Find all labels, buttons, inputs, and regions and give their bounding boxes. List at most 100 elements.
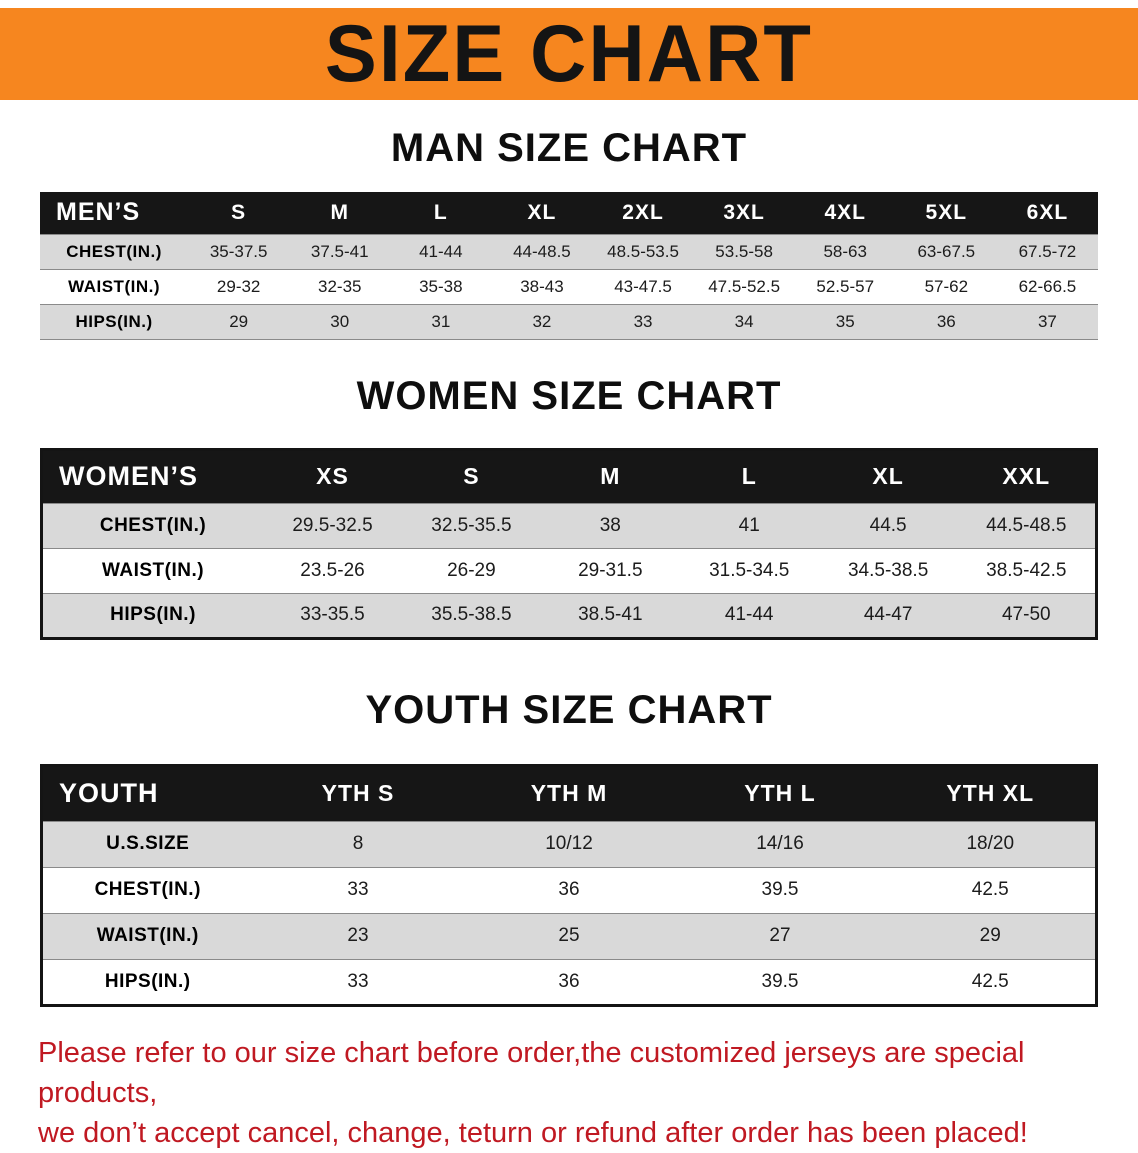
size-column-header: XL	[818, 449, 958, 503]
measurement-row: HIPS(IN.) 33-35.5 35.5-38.5 38.5-41 41-44 44-…	[41, 592, 1097, 638]
size-value-cell: 41-44	[390, 233, 492, 269]
women-section-heading: WOMEN SIZE CHART	[356, 373, 782, 418]
size-column-header: YTH L	[674, 765, 886, 821]
women-size-table: WOMEN’S XS S M L XL XXL CHEST(IN.) 29.5-32.5 32.5…	[40, 447, 1098, 640]
size-column-header: S	[401, 449, 541, 503]
size-value-cell: 38.5-41	[540, 592, 680, 638]
size-value-cell: 38	[540, 502, 680, 548]
size-value-cell: 29-32	[188, 268, 290, 304]
size-value-cell: 41-44	[679, 592, 819, 638]
size-value-cell: 31.5-34.5	[679, 547, 819, 593]
table-title-cell: WOMEN’S	[41, 449, 264, 503]
size-value-cell: 32.5-35.5	[401, 502, 541, 548]
size-column-header: YTH XL	[885, 765, 1097, 821]
measurement-label: U.S.SIZE	[41, 820, 253, 867]
size-column-header: M	[289, 192, 391, 234]
youth-section: YOUTH SIZE CHART YOUTH YTH S YTH M YTH L YTH…	[0, 688, 1138, 1007]
size-value-cell: 44.5	[818, 502, 958, 548]
size-value-cell: 36	[895, 303, 997, 339]
size-value-cell: 26-29	[401, 547, 541, 593]
size-value-cell: 57-62	[895, 268, 997, 304]
size-column-header: L	[390, 192, 492, 234]
measurement-row: CHEST(IN.) 35-37.5 37.5-41 41-44 44-48.5 48.5…	[40, 233, 1098, 269]
size-value-cell: 18/20	[885, 820, 1097, 867]
size-column-header: YTH M	[463, 765, 675, 821]
size-column-header: XL	[491, 192, 593, 234]
measurement-label: WAIST(IN.)	[41, 547, 264, 593]
size-value-cell: 14/16	[674, 820, 886, 867]
size-value-cell: 36	[463, 866, 675, 913]
size-value-cell: 35-37.5	[188, 233, 290, 269]
size-value-cell: 42.5	[885, 866, 1097, 913]
size-value-cell: 63-67.5	[895, 233, 997, 269]
size-value-cell: 43-47.5	[592, 268, 694, 304]
table-title-cell: MEN’S	[40, 192, 189, 234]
size-value-cell: 39.5	[674, 866, 886, 913]
size-value-cell: 29	[188, 303, 290, 339]
size-value-cell: 39.5	[674, 958, 886, 1005]
size-value-cell: 67.5-72	[996, 233, 1098, 269]
measurement-label: WAIST(IN.)	[40, 268, 189, 304]
youth-size-table: YOUTH YTH S YTH M YTH L YTH XL U.S.SIZE 8 10/12…	[40, 763, 1098, 1007]
size-value-cell: 44.5-48.5	[957, 502, 1097, 548]
measurement-label: HIPS(IN.)	[41, 958, 253, 1005]
size-value-cell: 23	[252, 912, 464, 959]
measurement-label: CHEST(IN.)	[41, 502, 264, 548]
men-section: MAN SIZE CHART MEN’S S M L XL 2XL 3XL 4XL 5XL 6XL…	[0, 126, 1138, 340]
size-value-cell: 37.5-41	[289, 233, 391, 269]
size-value-cell: 32	[491, 303, 593, 339]
size-value-cell: 25	[463, 912, 675, 959]
size-column-header: 3XL	[693, 192, 795, 234]
size-value-cell: 30	[289, 303, 391, 339]
size-value-cell: 33	[252, 958, 464, 1005]
size-value-cell: 38.5-42.5	[957, 547, 1097, 593]
measurement-row: HIPS(IN.) 33 36 39.5 42.5	[41, 958, 1097, 1005]
size-value-cell: 29.5-32.5	[263, 502, 402, 548]
size-column-header: 6XL	[996, 192, 1098, 234]
measurement-label: WAIST(IN.)	[41, 912, 253, 959]
size-column-header: 4XL	[794, 192, 896, 234]
measurement-row: HIPS(IN.) 29 30 31 32 33 34 35 36 37	[40, 303, 1098, 339]
size-value-cell: 42.5	[885, 958, 1097, 1005]
size-column-header: L	[679, 449, 819, 503]
size-column-header: M	[540, 449, 680, 503]
size-column-header: XS	[263, 449, 402, 503]
measurement-label: HIPS(IN.)	[40, 303, 189, 339]
size-value-cell: 41	[679, 502, 819, 548]
size-column-header: S	[188, 192, 290, 234]
men-size-table: MEN’S S M L XL 2XL 3XL 4XL 5XL 6XL CHEST(IN.) 35-37…	[40, 192, 1098, 340]
size-chart-page: SIZE CHART MAN SIZE CHART MEN’S S M L XL 2XL 3…	[0, 8, 1138, 1153]
measurement-row: U.S.SIZE 8 10/12 14/16 18/20	[41, 820, 1097, 867]
size-value-cell: 48.5-53.5	[592, 233, 694, 269]
table-header-row: WOMEN’S XS S M L XL XXL	[41, 449, 1097, 503]
size-value-cell: 33-35.5	[263, 592, 402, 638]
disclaimer-line-2: we don’t accept cancel, change, teturn o…	[38, 1116, 1028, 1149]
size-column-header: 2XL	[592, 192, 694, 234]
measurement-label: HIPS(IN.)	[41, 592, 264, 638]
measurement-row: CHEST(IN.) 33 36 39.5 42.5	[41, 866, 1097, 913]
size-value-cell: 35-38	[390, 268, 492, 304]
size-value-cell: 29-31.5	[540, 547, 680, 593]
measurement-row: WAIST(IN.) 23.5-26 26-29 29-31.5 31.5-34.5 34…	[41, 547, 1097, 593]
page-title: SIZE CHART	[324, 9, 814, 99]
size-value-cell: 52.5-57	[794, 268, 896, 304]
size-value-cell: 31	[390, 303, 492, 339]
size-value-cell: 33	[592, 303, 694, 339]
size-value-cell: 34	[693, 303, 795, 339]
disclaimer-line-1: Please refer to our size chart before or…	[38, 1036, 1025, 1109]
size-value-cell: 44-48.5	[491, 233, 593, 269]
size-value-cell: 33	[252, 866, 464, 913]
size-column-header: XXL	[957, 449, 1097, 503]
size-value-cell: 34.5-38.5	[818, 547, 958, 593]
size-value-cell: 8	[252, 820, 464, 867]
size-value-cell: 44-47	[818, 592, 958, 638]
size-value-cell: 23.5-26	[263, 547, 402, 593]
size-value-cell: 53.5-58	[693, 233, 795, 269]
women-section: WOMEN SIZE CHART WOMEN’S XS S M L XL XXL CHEST(…	[0, 374, 1138, 640]
size-column-header: 5XL	[895, 192, 997, 234]
size-value-cell: 35	[794, 303, 896, 339]
size-value-cell: 58-63	[794, 233, 896, 269]
youth-section-heading: YOUTH SIZE CHART	[365, 687, 773, 732]
men-section-heading: MAN SIZE CHART	[390, 126, 748, 170]
measurement-row: WAIST(IN.) 29-32 32-35 35-38 38-43 43-47.5 47.…	[40, 268, 1098, 304]
